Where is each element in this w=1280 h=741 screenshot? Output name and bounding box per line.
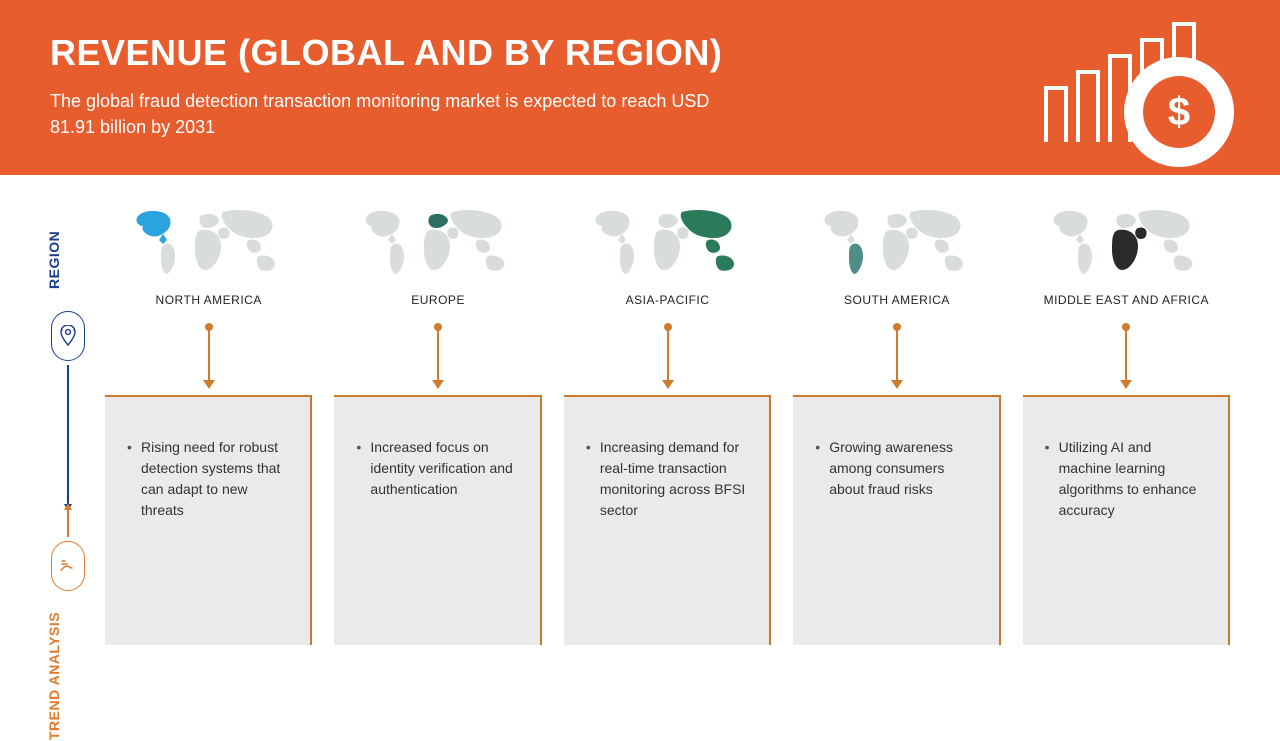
region-column-ap: ASIA-PACIFIC Increasing demand for real-t… [564,203,771,645]
region-columns: NORTH AMERICA Rising need for robust dete… [105,203,1230,645]
trend-text: Increasing demand for real-time transact… [586,437,747,521]
content-area: REGION TREND ANALYSIS NORTH AMERICA Risin… [0,175,1280,720]
trend-text: Utilizing AI and machine learning algori… [1045,437,1206,521]
arrow-down-icon [896,327,898,381]
rail-connector-up [67,509,69,537]
region-name-label: SOUTH AMERICA [844,293,950,307]
world-map-icon [1046,203,1206,283]
trend-text: Rising need for robust detection systems… [127,437,288,521]
region-name-label: EUROPE [411,293,465,307]
page-subtitle: The global fraud detection transaction m… [50,88,750,140]
world-map-icon [358,203,518,283]
location-pin-icon [51,311,85,361]
world-map-icon [588,203,748,283]
region-name-label: ASIA-PACIFIC [626,293,710,307]
trend-card: Rising need for robust detection systems… [105,395,312,645]
region-name-label: MIDDLE EAST AND AFRICA [1044,293,1209,307]
arrow-down-icon [437,327,439,381]
trend-card: Utilizing AI and machine learning algori… [1023,395,1230,645]
trend-card: Growing awareness among consumers about … [793,395,1000,645]
arrow-down-icon [208,327,210,381]
trend-text: Growing awareness among consumers about … [815,437,976,500]
trend-card: Increasing demand for real-time transact… [564,395,771,645]
dollar-sign-icon: $ [1143,76,1215,148]
region-column-sa: SOUTH AMERICA Growing awareness among con… [793,203,1000,645]
region-name-label: NORTH AMERICA [156,293,262,307]
header-text-block: REVENUE (GLOBAL AND BY REGION) The globa… [50,32,750,155]
region-column-na: NORTH AMERICA Rising need for robust dete… [105,203,312,645]
side-rail: REGION TREND ANALYSIS [46,203,90,673]
arrow-down-icon [667,327,669,381]
region-rail-label: REGION [46,215,62,305]
region-column-eu: EUROPE Increased focus on identity verifi… [334,203,541,645]
arrow-down-icon [1125,327,1127,381]
world-map-icon [817,203,977,283]
coin-icon: $ [1124,57,1234,167]
region-column-mea: MIDDLE EAST AND AFRICA Utilizing AI and m… [1023,203,1230,645]
trend-rail-label: TREND ANALYSIS [46,611,62,741]
trend-text: Increased focus on identity verification… [356,437,517,500]
trend-card: Increased focus on identity verification… [334,395,541,645]
world-map-icon [129,203,289,283]
header-banner: REVENUE (GLOBAL AND BY REGION) The globa… [0,0,1280,175]
page-title: REVENUE (GLOBAL AND BY REGION) [50,32,750,74]
analysis-icon [51,541,85,591]
rail-connector-down [67,365,69,505]
revenue-graphic: $ [1044,22,1224,157]
